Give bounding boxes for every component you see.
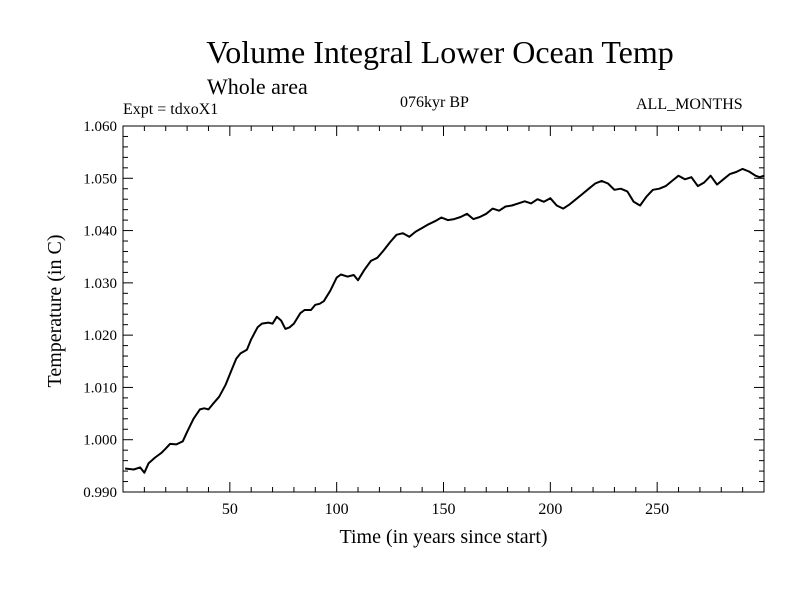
- y-tick-label: 0.990: [83, 485, 117, 501]
- x-axis-label: Time (in years since start): [339, 526, 547, 548]
- y-tick-labels: 0.990 1.000 1.010 1.020 1.030 1.040 1.050 1.060: [83, 119, 117, 501]
- chart-title: Volume Integral Lower Ocean Temp: [206, 34, 674, 70]
- y-tick-label: 1.000: [83, 433, 117, 449]
- axis-ticks: [123, 126, 764, 492]
- temperature-series-line: [124, 167, 765, 474]
- x-tick-label: 150: [432, 501, 456, 518]
- x-tick-label: 200: [538, 501, 562, 518]
- y-tick-label: 1.060: [83, 119, 117, 135]
- period-label: 076kyr BP: [400, 94, 469, 111]
- months-label: ALL_MONTHS: [636, 96, 743, 113]
- experiment-label: Expt = tdxoX1: [123, 101, 219, 118]
- x-tick-labels: 50 100 150 200 250: [222, 501, 669, 518]
- x-tick-label: 50: [222, 501, 238, 518]
- x-tick-label: 250: [645, 501, 669, 518]
- plot-frame: [122, 125, 765, 493]
- y-tick-label: 1.020: [83, 328, 117, 344]
- y-tick-label: 1.050: [83, 171, 117, 187]
- y-tick-label: 1.030: [83, 276, 117, 292]
- x-tick-label: 100: [325, 501, 349, 518]
- chart-subtitle: Whole area: [207, 74, 308, 99]
- y-tick-label: 1.010: [83, 380, 117, 396]
- y-axis-label: Temperature (in C): [44, 235, 66, 388]
- y-tick-label: 1.040: [83, 224, 117, 240]
